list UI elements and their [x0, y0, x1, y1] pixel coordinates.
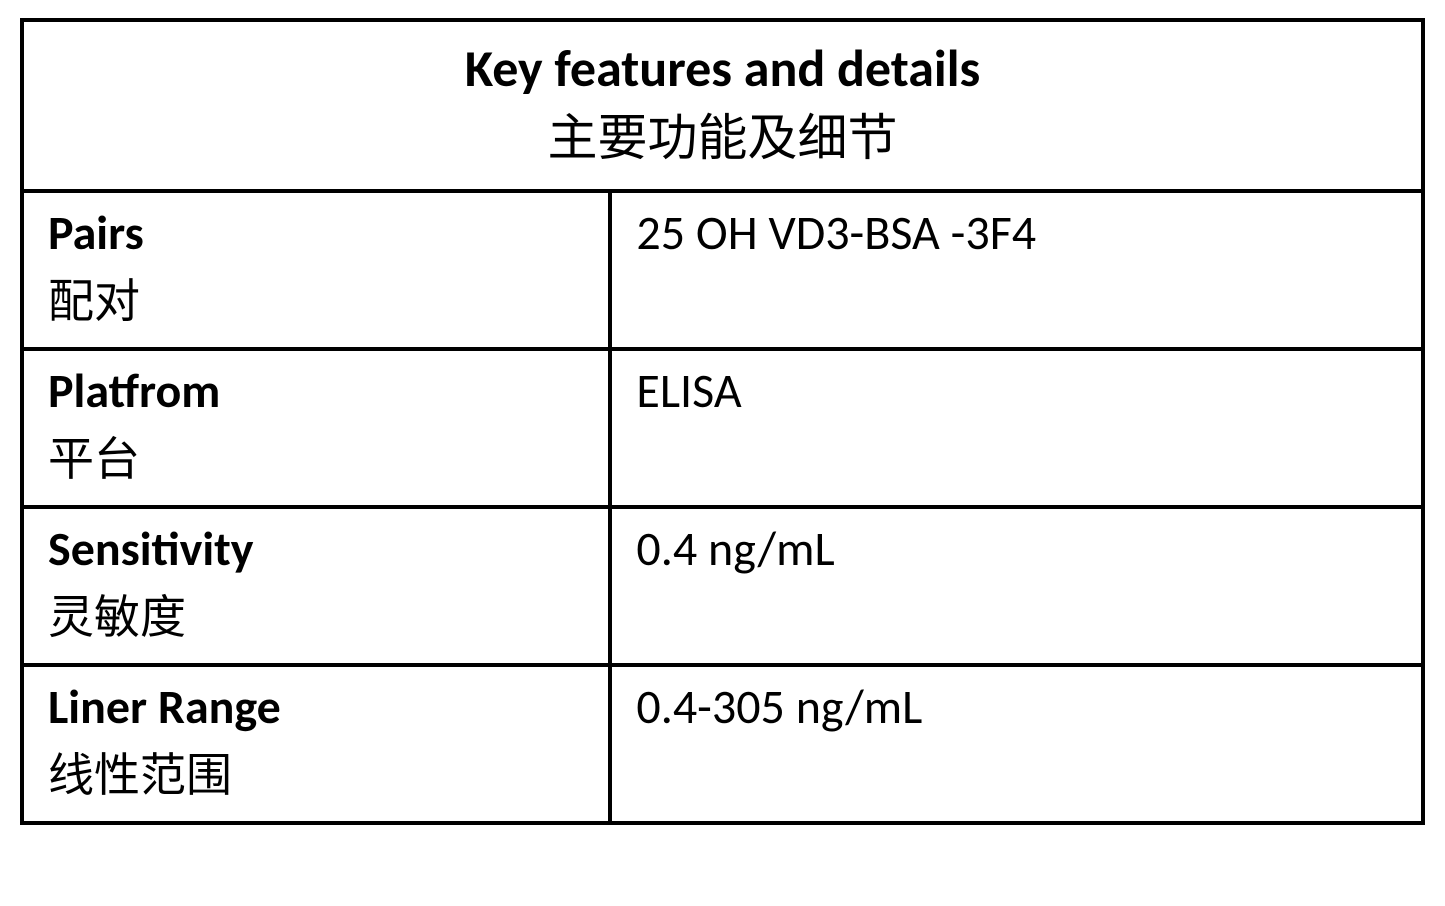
- row-value: ELISA: [636, 361, 1397, 421]
- table-row: Liner Range 线性范围 0.4-305 ng/mL: [22, 665, 1423, 823]
- row-label-cell: Pairs 配对: [22, 191, 610, 349]
- row-label-cell: Sensitivity 灵敏度: [22, 507, 610, 665]
- row-value: 0.4-305 ng/mL: [636, 677, 1397, 737]
- key-features-table: Key features and details 主要功能及细节 Pairs 配…: [20, 18, 1425, 825]
- table-title-zh: 主要功能及细节: [48, 105, 1397, 173]
- row-label-en: Liner Range: [48, 677, 584, 737]
- table-row: Sensitivity 灵敏度 0.4 ng/mL: [22, 507, 1423, 665]
- table-row: Platfrom 平台 ELISA: [22, 349, 1423, 507]
- row-value-cell: ELISA: [610, 349, 1423, 507]
- row-label-en: Pairs: [48, 203, 584, 263]
- row-value: 0.4 ng/mL: [636, 519, 1397, 579]
- table-row: Pairs 配对 25 OH VD3-BSA -3F4: [22, 191, 1423, 349]
- row-label-zh: 线性范围: [48, 745, 584, 807]
- table-title-en: Key features and details: [48, 36, 1397, 101]
- row-label-zh: 灵敏度: [48, 587, 584, 649]
- row-value-cell: 0.4-305 ng/mL: [610, 665, 1423, 823]
- row-label-cell: Liner Range 线性范围: [22, 665, 610, 823]
- row-label-cell: Platfrom 平台: [22, 349, 610, 507]
- row-value-cell: 0.4 ng/mL: [610, 507, 1423, 665]
- row-label-zh: 平台: [48, 429, 584, 491]
- row-label-en: Sensitivity: [48, 519, 584, 579]
- table-header-cell: Key features and details 主要功能及细节: [22, 20, 1423, 191]
- row-value: 25 OH VD3-BSA -3F4: [636, 203, 1397, 263]
- row-label-zh: 配对: [48, 271, 584, 333]
- row-label-en: Platfrom: [48, 361, 584, 421]
- row-value-cell: 25 OH VD3-BSA -3F4: [610, 191, 1423, 349]
